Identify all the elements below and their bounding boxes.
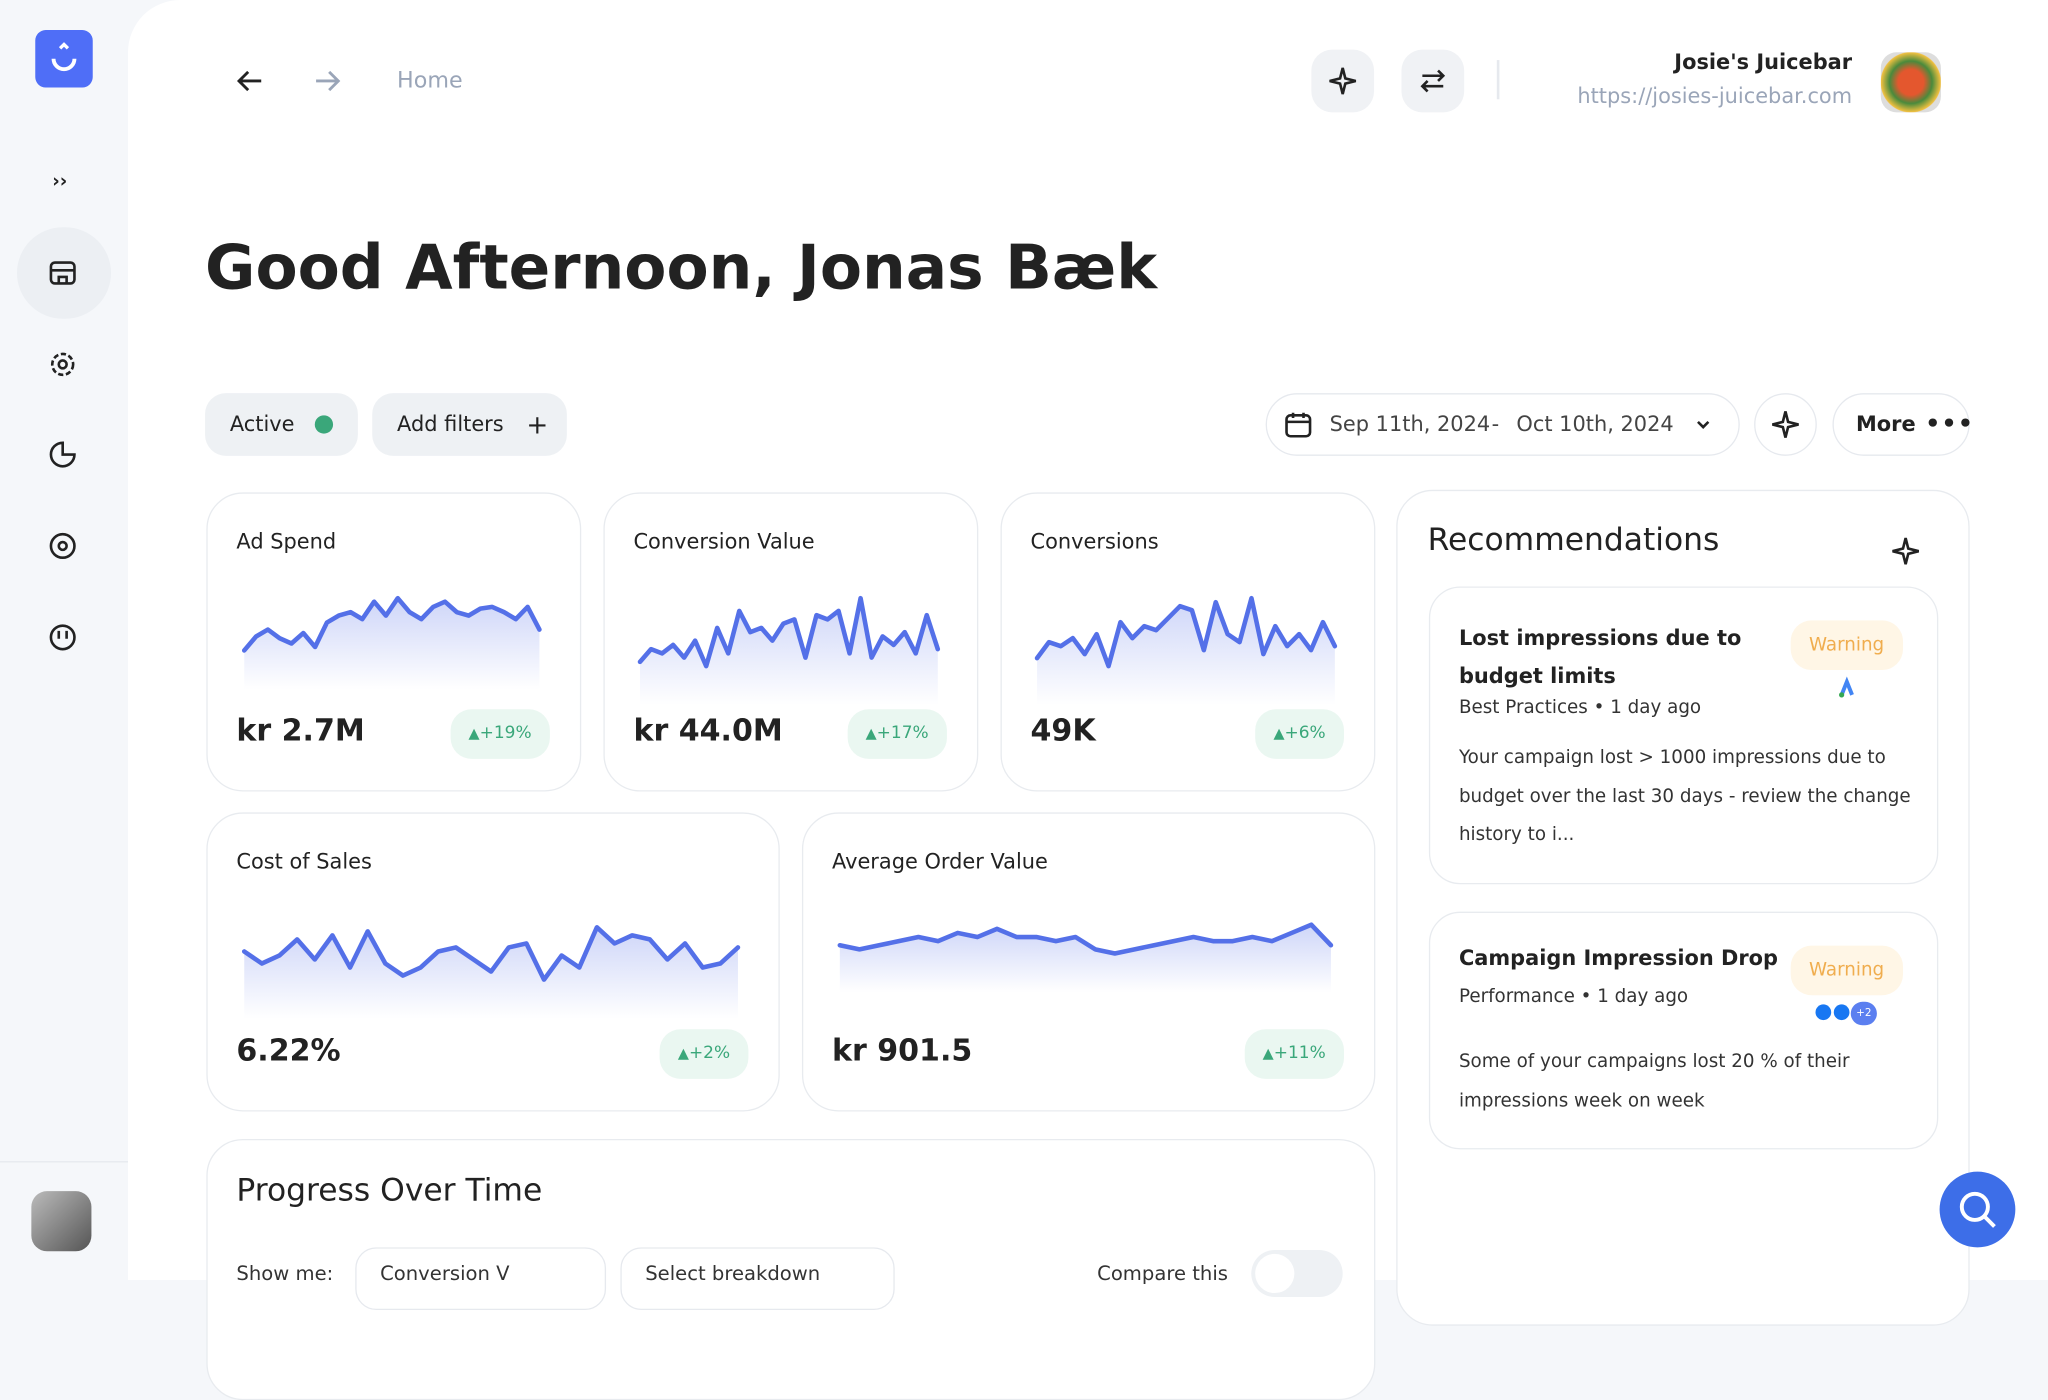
- label: Conversion V: [380, 1261, 510, 1286]
- sparkline-line: [1034, 595, 1338, 669]
- separator: [1496, 60, 1499, 100]
- recommendations-title: Recommendations: [1427, 521, 1720, 558]
- bot-icon[interactable]: [47, 622, 78, 653]
- breadcrumb[interactable]: Home: [397, 67, 463, 95]
- metric-change: ▲+11%: [1244, 1029, 1344, 1079]
- ai-button[interactable]: [1311, 49, 1375, 113]
- change-label: +2%: [688, 1043, 731, 1064]
- sparkline: [637, 595, 941, 706]
- progress-title: Progress Over Time: [236, 1171, 543, 1209]
- back-button[interactable]: [235, 68, 264, 94]
- metric-title: Conversions: [1030, 528, 1159, 554]
- sparkline-area: [1037, 598, 1335, 706]
- switch-button[interactable]: [1401, 49, 1465, 113]
- account-logo[interactable]: [1880, 52, 1941, 113]
- account-url[interactable]: https://josies-juicebar.com: [1577, 83, 1853, 109]
- metric-title: Cost of Sales: [236, 848, 372, 874]
- divider: [0, 1161, 128, 1163]
- change-label: +11%: [1273, 1043, 1326, 1064]
- meta-icon: [1815, 1004, 1832, 1021]
- user-avatar[interactable]: [31, 1191, 92, 1252]
- forward-button[interactable]: [313, 68, 342, 94]
- metric-change: ▲+17%: [847, 709, 947, 759]
- up-arrow: ▲: [1273, 724, 1285, 742]
- rec-body: Your campaign lost > 1000 impressions du…: [1458, 747, 1911, 846]
- metric-value: kr 44.0M: [633, 714, 783, 749]
- sparkline: [1034, 595, 1338, 706]
- breakdown-select[interactable]: Select breakdown: [620, 1247, 895, 1311]
- metric-title: Average Order Value: [831, 848, 1048, 874]
- app: ›› Home Josie's Juicebar https://josies-…: [0, 30, 2016, 1400]
- metric-change: ▲+19%: [450, 709, 550, 759]
- metric-value: 49K: [1030, 714, 1096, 749]
- help-button[interactable]: [1939, 1171, 2016, 1248]
- date-sep: -: [1491, 411, 1500, 437]
- account-name: Josie's Juicebar: [1674, 49, 1853, 75]
- sparkline-line: [241, 925, 741, 982]
- metric-change: ▲+6%: [1255, 709, 1344, 759]
- metric-value: kr 2.7M: [236, 714, 365, 749]
- report-icon[interactable]: [47, 439, 78, 470]
- meta-icon: [1833, 1004, 1850, 1021]
- sparkline-line: [241, 595, 542, 653]
- rec-meta: Performance • 1 day ago: [1458, 986, 1689, 1008]
- rec-title: Campaign Impression Drop: [1458, 945, 1778, 971]
- rec-body: Some of your campaigns lost 20 % of thei…: [1458, 1051, 1850, 1111]
- metric-title: Conversion Value: [633, 528, 815, 554]
- label: Add filters: [397, 411, 504, 437]
- label: More: [1855, 411, 1916, 437]
- logo[interactable]: [35, 30, 93, 88]
- up-arrow: ▲: [865, 724, 877, 742]
- label: Select breakdown: [645, 1261, 821, 1286]
- compare-label: Compare this: [1097, 1261, 1228, 1286]
- change-label: +19%: [479, 723, 532, 744]
- ai-icon[interactable]: [1890, 536, 1921, 567]
- metric-value: kr 901.5: [831, 1034, 973, 1069]
- sparkline-area: [639, 598, 938, 706]
- date-picker[interactable]: Sep 11th, 2024 - Oct 10th, 2024: [1265, 393, 1740, 456]
- change-label: +6%: [1284, 723, 1326, 744]
- up-arrow: ▲: [468, 724, 480, 742]
- label: Active: [229, 411, 295, 437]
- rec-badge: Warning: [1790, 620, 1903, 671]
- metric-change: ▲+2%: [659, 1029, 749, 1079]
- metric-value: 6.22%: [236, 1034, 341, 1069]
- more-button[interactable]: More •••: [1832, 393, 1973, 456]
- sparkline: [837, 922, 1334, 993]
- compare-toggle[interactable]: [1251, 1249, 1343, 1297]
- nav-active-bg: [16, 227, 112, 319]
- add-filters[interactable]: Add filters +: [372, 393, 567, 456]
- metric-select[interactable]: Conversion V: [355, 1247, 607, 1311]
- active-filter[interactable]: Active: [205, 393, 358, 456]
- sparkline-line: [637, 595, 941, 669]
- page: ›› Home Josie's Juicebar https://josies-…: [0, 30, 2016, 1400]
- rec-badge: Warning: [1790, 945, 1903, 996]
- up-arrow: ▲: [677, 1044, 689, 1062]
- sparkline-line: [837, 922, 1334, 956]
- sparkline-area: [244, 598, 540, 690]
- sparkline: [241, 595, 542, 690]
- gauge-icon[interactable]: [47, 530, 78, 561]
- sparkline: [241, 925, 741, 1019]
- greeting: Good Afternoon, Jonas Bæk: [205, 232, 1158, 305]
- metric-title: Ad Spend: [236, 528, 337, 554]
- date-end: Oct 10th, 2024: [1516, 411, 1674, 437]
- more-channels: +2: [1850, 1001, 1877, 1026]
- date-start: Sep 11th, 2024: [1329, 411, 1491, 437]
- change-label: +17%: [876, 723, 929, 744]
- ai-insights[interactable]: [1754, 393, 1817, 456]
- rec-title: Lost impressions due to budget limits: [1458, 625, 1742, 689]
- store-icon[interactable]: [47, 257, 78, 288]
- settings-icon[interactable]: [47, 349, 78, 380]
- up-arrow: ▲: [1262, 1044, 1274, 1062]
- show-me-label: Show me:: [236, 1261, 334, 1286]
- sparkline-area: [839, 924, 1331, 993]
- rec-meta: Best Practices • 1 day ago: [1458, 697, 1702, 719]
- google-ads-icon: [1839, 676, 1854, 698]
- expand-icon[interactable]: ››: [52, 171, 68, 192]
